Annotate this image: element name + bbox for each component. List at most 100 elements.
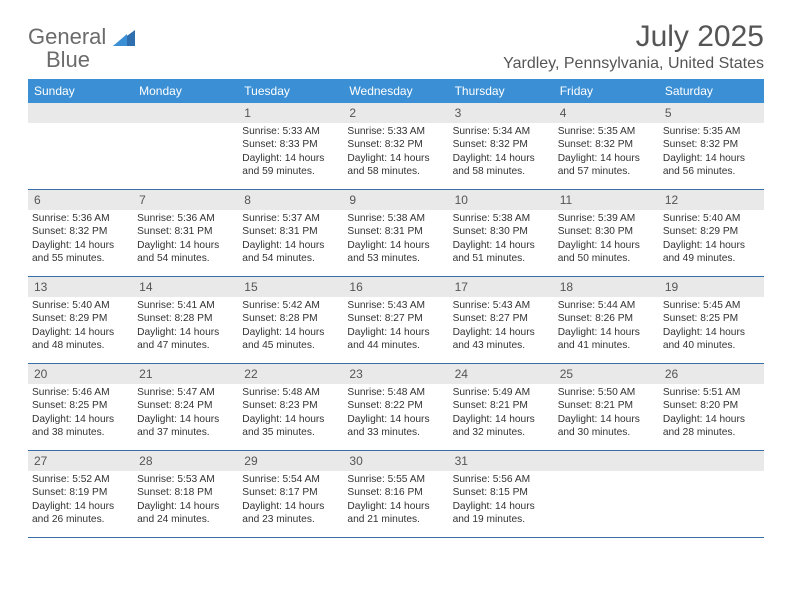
day-line-ss: Sunset: 8:31 PM <box>137 225 234 238</box>
day-line-dl1: Daylight: 14 hours <box>242 239 339 252</box>
day-line-dl2: and 54 minutes. <box>137 252 234 265</box>
day-line-sr: Sunrise: 5:33 AM <box>347 125 444 138</box>
day-line-sr: Sunrise: 5:34 AM <box>453 125 550 138</box>
calendar-cell: 3Sunrise: 5:34 AMSunset: 8:32 PMDaylight… <box>449 103 554 190</box>
day-number: 16 <box>343 277 448 297</box>
day-data: Sunrise: 5:33 AMSunset: 8:33 PMDaylight:… <box>238 123 343 180</box>
day-number: 1 <box>238 103 343 123</box>
weekday-row: Sunday Monday Tuesday Wednesday Thursday… <box>28 79 764 103</box>
day-line-sr: Sunrise: 5:40 AM <box>663 212 760 225</box>
day-line-sr: Sunrise: 5:36 AM <box>137 212 234 225</box>
day-line-ss: Sunset: 8:22 PM <box>347 399 444 412</box>
day-line-ss: Sunset: 8:29 PM <box>32 312 129 325</box>
day-line-ss: Sunset: 8:28 PM <box>137 312 234 325</box>
day-line-dl2: and 47 minutes. <box>137 339 234 352</box>
day-number: 19 <box>659 277 764 297</box>
day-line-dl1: Daylight: 14 hours <box>663 326 760 339</box>
day-line-dl2: and 19 minutes. <box>453 513 550 526</box>
day-line-ss: Sunset: 8:25 PM <box>32 399 129 412</box>
calendar-cell: 2Sunrise: 5:33 AMSunset: 8:32 PMDaylight… <box>343 103 448 190</box>
day-line-dl2: and 55 minutes. <box>32 252 129 265</box>
day-line-dl2: and 48 minutes. <box>32 339 129 352</box>
day-line-dl1: Daylight: 14 hours <box>558 413 655 426</box>
day-line-dl2: and 56 minutes. <box>663 165 760 178</box>
calendar-cell: 17Sunrise: 5:43 AMSunset: 8:27 PMDayligh… <box>449 277 554 364</box>
calendar-cell: 25Sunrise: 5:50 AMSunset: 8:21 PMDayligh… <box>554 364 659 451</box>
calendar-week-row: 1Sunrise: 5:33 AMSunset: 8:33 PMDaylight… <box>28 103 764 190</box>
day-line-ss: Sunset: 8:21 PM <box>453 399 550 412</box>
calendar-cell: 28Sunrise: 5:53 AMSunset: 8:18 PMDayligh… <box>133 451 238 538</box>
day-line-dl1: Daylight: 14 hours <box>242 413 339 426</box>
day-line-dl1: Daylight: 14 hours <box>558 152 655 165</box>
title-block: July 2025 Yardley, Pennsylvania, United … <box>503 20 764 73</box>
calendar-cell <box>28 103 133 190</box>
day-line-sr: Sunrise: 5:37 AM <box>242 212 339 225</box>
day-line-sr: Sunrise: 5:35 AM <box>663 125 760 138</box>
calendar-cell: 1Sunrise: 5:33 AMSunset: 8:33 PMDaylight… <box>238 103 343 190</box>
header: General Blue July 2025 Yardley, Pennsylv… <box>28 20 764 73</box>
day-data: Sunrise: 5:45 AMSunset: 8:25 PMDaylight:… <box>659 297 764 354</box>
day-line-ss: Sunset: 8:31 PM <box>242 225 339 238</box>
calendar-cell: 19Sunrise: 5:45 AMSunset: 8:25 PMDayligh… <box>659 277 764 364</box>
day-number: 7 <box>133 190 238 210</box>
day-line-sr: Sunrise: 5:55 AM <box>347 473 444 486</box>
day-number: 2 <box>343 103 448 123</box>
day-line-sr: Sunrise: 5:50 AM <box>558 386 655 399</box>
day-line-dl1: Daylight: 14 hours <box>663 152 760 165</box>
day-data: Sunrise: 5:34 AMSunset: 8:32 PMDaylight:… <box>449 123 554 180</box>
calendar-cell: 29Sunrise: 5:54 AMSunset: 8:17 PMDayligh… <box>238 451 343 538</box>
day-data: Sunrise: 5:48 AMSunset: 8:23 PMDaylight:… <box>238 384 343 441</box>
day-line-dl1: Daylight: 14 hours <box>663 239 760 252</box>
logo-text-part1: General <box>28 24 106 49</box>
day-line-ss: Sunset: 8:18 PM <box>137 486 234 499</box>
day-number: 20 <box>28 364 133 384</box>
day-line-dl1: Daylight: 14 hours <box>663 413 760 426</box>
day-number: 18 <box>554 277 659 297</box>
day-number: 21 <box>133 364 238 384</box>
day-data: Sunrise: 5:33 AMSunset: 8:32 PMDaylight:… <box>343 123 448 180</box>
day-number: 23 <box>343 364 448 384</box>
day-line-dl1: Daylight: 14 hours <box>453 326 550 339</box>
day-line-ss: Sunset: 8:21 PM <box>558 399 655 412</box>
day-data: Sunrise: 5:47 AMSunset: 8:24 PMDaylight:… <box>133 384 238 441</box>
day-line-dl2: and 50 minutes. <box>558 252 655 265</box>
day-number <box>133 103 238 123</box>
day-line-ss: Sunset: 8:27 PM <box>347 312 444 325</box>
day-line-ss: Sunset: 8:32 PM <box>663 138 760 151</box>
calendar-week-row: 20Sunrise: 5:46 AMSunset: 8:25 PMDayligh… <box>28 364 764 451</box>
day-line-sr: Sunrise: 5:56 AM <box>453 473 550 486</box>
day-data: Sunrise: 5:40 AMSunset: 8:29 PMDaylight:… <box>659 210 764 267</box>
day-number: 12 <box>659 190 764 210</box>
calendar-cell: 12Sunrise: 5:40 AMSunset: 8:29 PMDayligh… <box>659 190 764 277</box>
calendar-cell: 7Sunrise: 5:36 AMSunset: 8:31 PMDaylight… <box>133 190 238 277</box>
day-line-dl1: Daylight: 14 hours <box>453 239 550 252</box>
day-line-ss: Sunset: 8:19 PM <box>32 486 129 499</box>
day-number: 29 <box>238 451 343 471</box>
day-line-dl2: and 43 minutes. <box>453 339 550 352</box>
day-line-dl2: and 54 minutes. <box>242 252 339 265</box>
day-data: Sunrise: 5:48 AMSunset: 8:22 PMDaylight:… <box>343 384 448 441</box>
day-line-sr: Sunrise: 5:45 AM <box>663 299 760 312</box>
day-data <box>659 471 764 475</box>
day-data: Sunrise: 5:55 AMSunset: 8:16 PMDaylight:… <box>343 471 448 528</box>
day-data: Sunrise: 5:54 AMSunset: 8:17 PMDaylight:… <box>238 471 343 528</box>
day-data: Sunrise: 5:36 AMSunset: 8:32 PMDaylight:… <box>28 210 133 267</box>
calendar-cell: 14Sunrise: 5:41 AMSunset: 8:28 PMDayligh… <box>133 277 238 364</box>
weekday-header: Wednesday <box>343 79 448 103</box>
logo-text-part2: Blue <box>46 47 90 72</box>
calendar-week-row: 6Sunrise: 5:36 AMSunset: 8:32 PMDaylight… <box>28 190 764 277</box>
day-line-dl2: and 30 minutes. <box>558 426 655 439</box>
day-line-ss: Sunset: 8:29 PM <box>663 225 760 238</box>
day-line-sr: Sunrise: 5:35 AM <box>558 125 655 138</box>
calendar-cell <box>659 451 764 538</box>
day-number <box>659 451 764 471</box>
day-data: Sunrise: 5:52 AMSunset: 8:19 PMDaylight:… <box>28 471 133 528</box>
calendar-body: 1Sunrise: 5:33 AMSunset: 8:33 PMDaylight… <box>28 103 764 538</box>
day-line-dl2: and 21 minutes. <box>347 513 444 526</box>
day-line-sr: Sunrise: 5:43 AM <box>347 299 444 312</box>
day-line-dl2: and 41 minutes. <box>558 339 655 352</box>
day-number: 9 <box>343 190 448 210</box>
day-data: Sunrise: 5:36 AMSunset: 8:31 PMDaylight:… <box>133 210 238 267</box>
day-line-dl1: Daylight: 14 hours <box>347 152 444 165</box>
day-line-dl1: Daylight: 14 hours <box>137 326 234 339</box>
